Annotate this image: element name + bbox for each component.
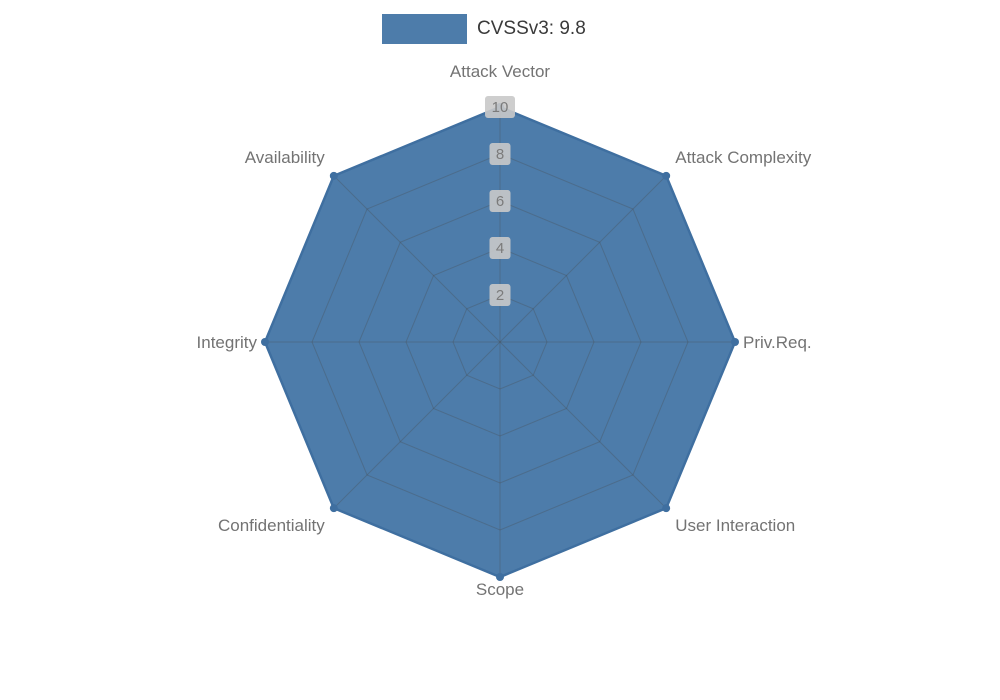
category-label: Priv.Req. xyxy=(743,333,812,352)
vertex-marker xyxy=(329,504,338,513)
spoke-line xyxy=(499,175,667,343)
vertex-marker xyxy=(662,171,671,180)
legend-swatch xyxy=(382,14,467,44)
category-label: Integrity xyxy=(197,333,258,352)
grid-ring xyxy=(452,294,548,390)
tick-label-bg xyxy=(489,284,511,306)
vertex-marker xyxy=(329,171,338,180)
category-label: Confidentiality xyxy=(218,516,325,535)
radar-fill xyxy=(265,107,735,577)
vertex-marker xyxy=(496,573,504,581)
category-label: User Interaction xyxy=(675,516,795,535)
spoke-line xyxy=(333,341,501,509)
spoke-line xyxy=(499,341,667,509)
vertex-marker xyxy=(261,338,269,346)
tick-label: 10 xyxy=(492,99,509,116)
tick-label: 2 xyxy=(496,287,504,304)
grid-ring xyxy=(311,153,689,531)
tick-label-bg xyxy=(485,96,515,118)
tick-label-bg xyxy=(489,190,511,212)
grid-ring xyxy=(405,247,595,437)
vertex-marker xyxy=(662,504,671,513)
tick-label-bg xyxy=(489,237,511,259)
spoke-line xyxy=(333,175,501,343)
legend-label: CVSSv3: 9.8 xyxy=(477,18,586,39)
tick-label: 8 xyxy=(496,146,504,163)
category-label: Attack Vector xyxy=(450,62,550,81)
tick-label: 6 xyxy=(496,193,504,210)
tick-label: 4 xyxy=(496,240,504,257)
category-label: Availability xyxy=(245,148,326,167)
category-label: Scope xyxy=(476,580,524,599)
category-label: Attack Complexity xyxy=(675,148,812,167)
grid-ring xyxy=(358,200,642,484)
tick-label-bg xyxy=(489,143,511,165)
vertex-marker xyxy=(731,338,739,346)
legend: CVSSv3: 9.8 xyxy=(382,14,586,44)
